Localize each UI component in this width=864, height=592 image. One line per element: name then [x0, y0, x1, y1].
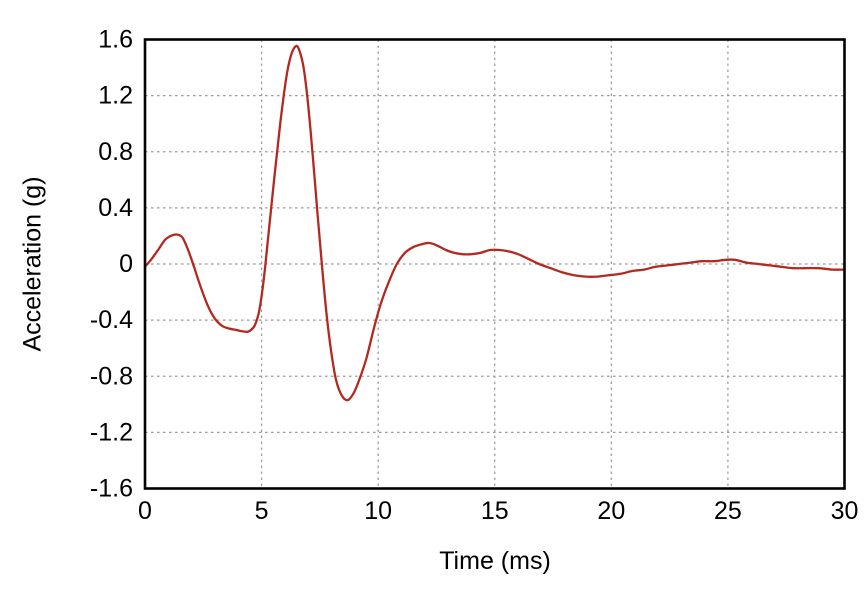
plot-border [143, 38, 846, 490]
x-tick-label: 25 [714, 497, 742, 525]
y-tick-label: 0.8 [98, 138, 133, 166]
x-tick-label: 15 [481, 497, 509, 525]
y-tick-label: 1.2 [98, 82, 133, 110]
y-tick-label: -0.4 [90, 306, 133, 334]
y-tick-labels: -1.6 -1.2 -0.8 -0.4 0 0.4 0.8 1.2 1.6 [90, 26, 133, 503]
x-tick-label: 20 [597, 497, 625, 525]
grid-lines [145, 39, 845, 489]
x-tick-label: 30 [831, 497, 859, 525]
x-axis-title: Time (ms) [439, 547, 551, 575]
waveform-line [143, 44, 846, 402]
y-tick-label: 0.4 [98, 194, 133, 222]
y-axis-title: Acceleration (g) [18, 176, 47, 352]
x-tick-labels: 0 5 10 15 20 25 30 [138, 497, 858, 525]
y-tick-label: -0.8 [90, 362, 133, 390]
y-tick-label: -1.6 [90, 475, 133, 503]
y-tick-label: -1.2 [90, 418, 133, 446]
y-tick-label: 1.6 [98, 26, 133, 54]
x-tick-label: 10 [364, 497, 392, 525]
x-tick-label: 0 [138, 497, 152, 525]
waveform-layer [143, 44, 846, 402]
y-tick-label: 0 [119, 250, 133, 278]
x-tick-label: 5 [255, 497, 269, 525]
